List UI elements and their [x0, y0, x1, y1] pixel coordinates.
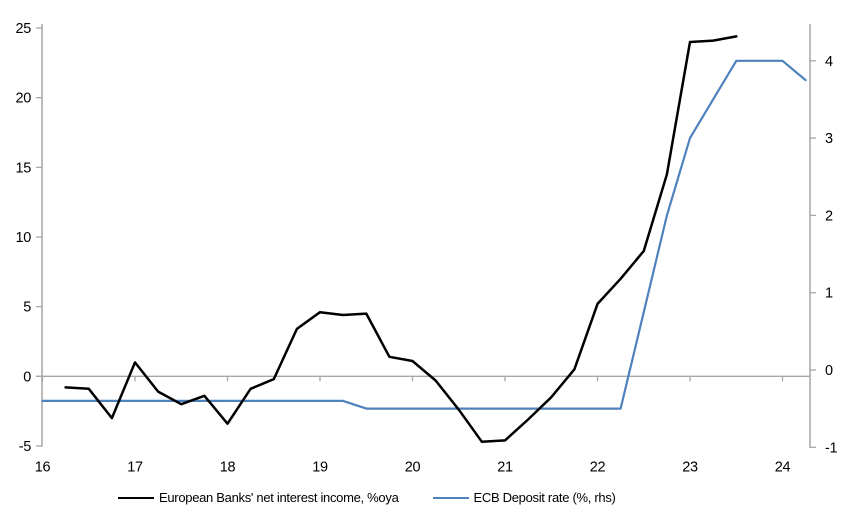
x-tick-label: 18	[220, 460, 236, 476]
right-tick-label: 4	[825, 54, 833, 70]
x-tick-label: 16	[35, 460, 51, 476]
chart-legend: European Banks' net interest income, %oy…	[0, 490, 852, 505]
x-tick-label: 22	[590, 460, 606, 476]
nii-series-line	[64, 35, 738, 444]
x-tick-label: 17	[127, 460, 143, 476]
left-tick-label: -5	[19, 439, 32, 455]
legend-item-nii: European Banks' net interest income, %oy…	[118, 490, 399, 505]
left-tick-label: 0	[23, 369, 31, 385]
deposit-rate-series-line	[41, 59, 807, 410]
x-tick-label: 20	[405, 460, 421, 476]
left-tick-label: 25	[15, 21, 31, 37]
nii-line-swatch-icon	[118, 496, 154, 499]
left-tick-label: 20	[15, 91, 31, 107]
left-tick-label: 15	[15, 160, 31, 176]
left-tick-label: 10	[15, 230, 31, 246]
x-tick-label: 21	[497, 460, 513, 476]
right-tick-label: 1	[825, 286, 833, 302]
x-tick-label: 23	[682, 460, 698, 476]
legend-item-deposit: ECB Deposit rate (%, rhs)	[432, 490, 616, 505]
x-tick-label: 19	[312, 460, 328, 476]
x-tick-label: 24	[775, 460, 791, 476]
right-tick-label: 0	[825, 363, 833, 379]
legend-label-deposit: ECB Deposit rate (%, rhs)	[473, 490, 616, 505]
left-tick-label: 5	[23, 300, 31, 316]
deposit-rate-line-swatch-icon	[432, 496, 469, 499]
right-tick-label: -1	[825, 440, 838, 456]
right-tick-label: 3	[825, 131, 833, 147]
legend-label-nii: European Banks' net interest income, %oy…	[159, 490, 399, 505]
right-tick-label: 2	[825, 208, 833, 224]
